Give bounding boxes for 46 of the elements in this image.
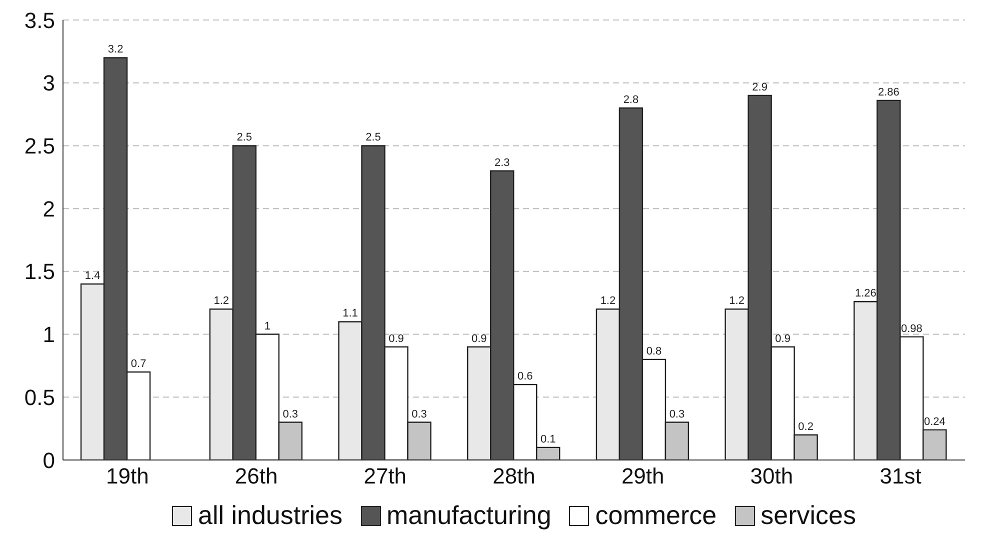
- y-tick-label: 3: [42, 70, 55, 96]
- data-label: 0.3: [282, 408, 298, 420]
- legend-label: commerce: [595, 500, 717, 531]
- data-label: 0.2: [798, 420, 814, 433]
- legend-label: services: [760, 500, 856, 531]
- data-label: 0.3: [412, 408, 427, 420]
- x-tick-label: 19th: [106, 464, 149, 489]
- data-label: 1.2: [729, 295, 744, 308]
- data-label: 1.26: [854, 288, 876, 300]
- data-label: 2.5: [236, 132, 252, 144]
- data-label: 2.8: [623, 94, 639, 106]
- data-label: 1: [264, 320, 270, 332]
- data-label: 2.3: [494, 156, 510, 169]
- data-label: 3.2: [108, 44, 124, 56]
- y-tick-label: 0: [42, 448, 55, 473]
- x-tick-label: 30th: [750, 464, 794, 489]
- data-label: 2.5: [366, 132, 381, 144]
- data-label: 0.9: [388, 332, 404, 345]
- legend-label: all industries: [198, 500, 343, 531]
- y-tick-label: 2.5: [24, 134, 55, 159]
- data-label: 0.1: [540, 433, 556, 446]
- data-label: 0.3: [669, 408, 685, 420]
- y-tick-label: 3.5: [24, 8, 55, 33]
- data-label: 0.7: [130, 358, 146, 370]
- x-tick-label: 28th: [492, 464, 536, 489]
- y-tick-label: 2: [42, 196, 55, 222]
- data-label: 0.6: [517, 370, 533, 383]
- x-tick-label: 29th: [621, 464, 664, 489]
- data-label: 1.1: [342, 308, 358, 320]
- y-tick-label: 1: [42, 322, 55, 348]
- data-label: 1.2: [600, 295, 616, 308]
- data-label: 1.4: [84, 270, 100, 282]
- data-label: 2.9: [752, 81, 768, 94]
- data-label: 0.98: [900, 322, 922, 335]
- data-label: 2.86: [878, 86, 900, 98]
- legend-label: manufacturing: [386, 500, 552, 531]
- data-label: 0.24: [924, 416, 946, 428]
- x-tick-label: 27th: [364, 464, 407, 489]
- data-label: 1.2: [214, 295, 230, 308]
- y-tick-label: 1.5: [24, 259, 55, 284]
- data-label: 0.8: [646, 345, 662, 358]
- x-tick-label: 26th: [234, 464, 278, 489]
- data-label: 0.9: [775, 332, 790, 345]
- data-label: 0.9: [471, 332, 487, 345]
- y-tick-label: 0.5: [24, 384, 55, 410]
- x-tick-label: 31st: [880, 464, 922, 489]
